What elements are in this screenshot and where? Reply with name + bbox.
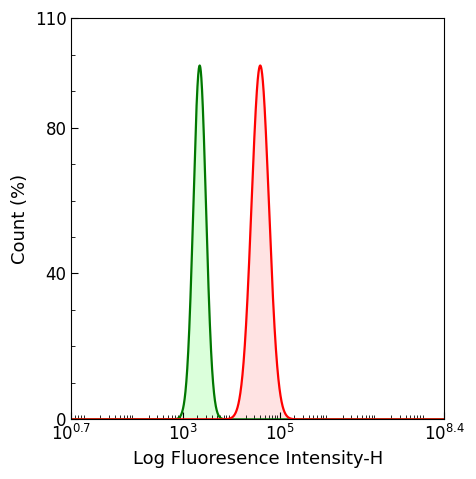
X-axis label: Log Fluoresence Intensity-H: Log Fluoresence Intensity-H	[133, 450, 383, 468]
Y-axis label: Count (%): Count (%)	[11, 174, 29, 264]
